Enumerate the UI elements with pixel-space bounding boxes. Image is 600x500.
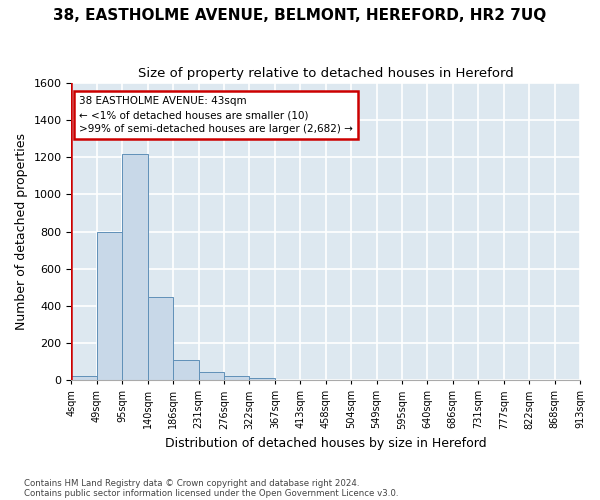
- X-axis label: Distribution of detached houses by size in Hereford: Distribution of detached houses by size …: [165, 437, 487, 450]
- Y-axis label: Number of detached properties: Number of detached properties: [15, 133, 28, 330]
- Bar: [97, 232, 122, 380]
- Bar: [122, 154, 148, 380]
- Bar: [199, 372, 224, 380]
- Text: 38 EASTHOLME AVENUE: 43sqm
← <1% of detached houses are smaller (10)
>99% of sem: 38 EASTHOLME AVENUE: 43sqm ← <1% of deta…: [79, 96, 353, 134]
- Title: Size of property relative to detached houses in Hereford: Size of property relative to detached ho…: [138, 68, 514, 80]
- Bar: [224, 376, 250, 380]
- Bar: [71, 376, 97, 380]
- Bar: [173, 360, 199, 380]
- Bar: [250, 378, 275, 380]
- Bar: [148, 296, 173, 380]
- Text: Contains HM Land Registry data © Crown copyright and database right 2024.: Contains HM Land Registry data © Crown c…: [24, 478, 359, 488]
- Text: 38, EASTHOLME AVENUE, BELMONT, HEREFORD, HR2 7UQ: 38, EASTHOLME AVENUE, BELMONT, HEREFORD,…: [53, 8, 547, 22]
- Text: Contains public sector information licensed under the Open Government Licence v3: Contains public sector information licen…: [24, 488, 398, 498]
